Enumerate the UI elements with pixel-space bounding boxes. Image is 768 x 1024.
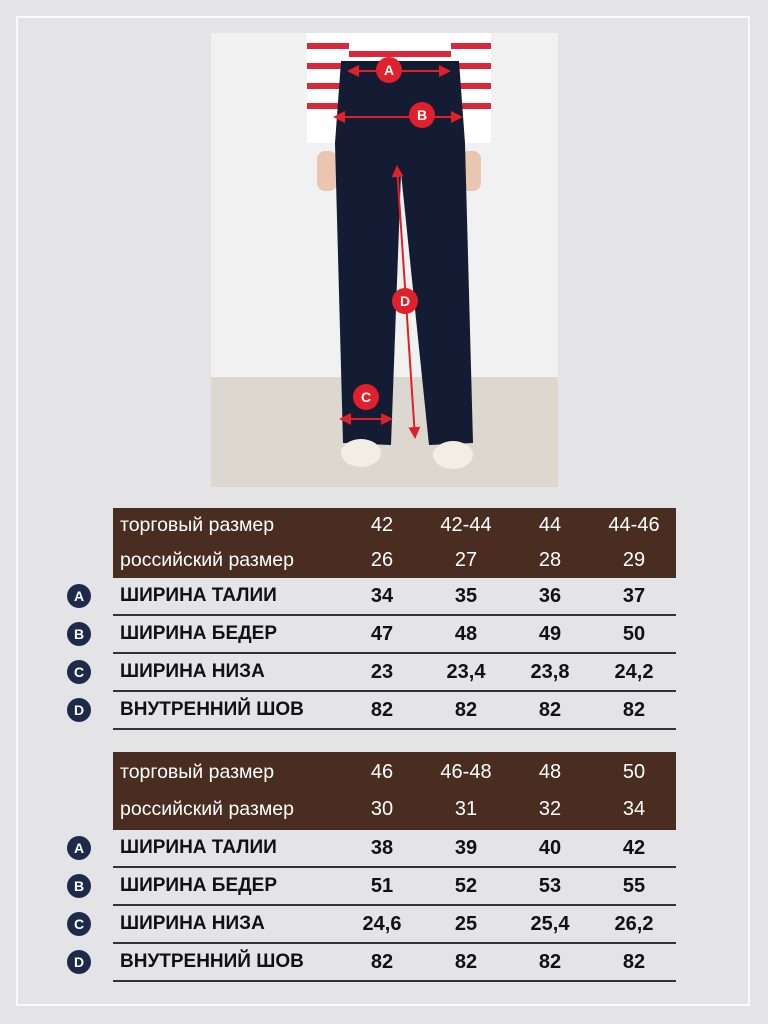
table-row: B ШИРИНА БЕДЕР 47 48 49 50 (67, 616, 676, 654)
marker-a: A (384, 62, 394, 78)
cell: 49 (538, 622, 562, 645)
cell: 39 (454, 836, 478, 859)
table-row: C ШИРИНА НИЗА 23 23,4 23,8 24,2 (67, 654, 676, 692)
cell: 30 (370, 798, 394, 820)
badge-icon: C (67, 912, 91, 936)
cell: 82 (370, 698, 394, 721)
cell: 53 (538, 874, 562, 897)
cell: 27 (454, 549, 478, 571)
cell: 47 (370, 622, 394, 645)
cell: 42-44 (440, 514, 492, 536)
table-row: C ШИРИНА НИЗА 24,6 25 25,4 26,2 (67, 906, 676, 944)
badge-icon: B (67, 874, 91, 898)
cell: 40 (538, 836, 562, 859)
table-row: D ВНУТРЕННИЙ ШОВ 82 82 82 82 (67, 944, 676, 982)
cell: 44-46 (608, 514, 660, 536)
model-photo: A B C D (211, 33, 558, 487)
size-table-2: торговый размер 46 46-48 48 50 российски… (67, 752, 676, 982)
cell: 82 (538, 698, 562, 721)
cell: 36 (538, 584, 562, 607)
cell: 50 (622, 622, 646, 645)
badge-icon: D (67, 698, 91, 722)
row-label: российский размер (120, 798, 294, 820)
cell: 82 (622, 950, 646, 973)
row-label: ШИРИНА ТАЛИИ (120, 837, 277, 858)
cell: 82 (538, 950, 562, 973)
row-label: ВНУТРЕННИЙ ШОВ (120, 951, 304, 972)
cell: 26 (370, 549, 394, 571)
cell: 82 (454, 698, 478, 721)
marker-d: D (400, 293, 410, 309)
cell: 37 (622, 584, 646, 607)
cell: 23,8 (530, 660, 570, 683)
table-header: торговый размер 46 46-48 48 50 российски… (113, 752, 676, 830)
page-frame (16, 16, 750, 1006)
row-label: ВНУТРЕННИЙ ШОВ (120, 699, 304, 720)
cell: 82 (454, 950, 478, 973)
cell: 34 (622, 798, 646, 820)
table-row: B ШИРИНА БЕДЕР 51 52 53 55 (67, 868, 676, 906)
cell: 46-48 (440, 761, 492, 783)
cell: 82 (370, 950, 394, 973)
header-row: торговый размер 46 46-48 48 50 (113, 754, 676, 791)
row-label: ШИРИНА НИЗА (120, 661, 265, 682)
cell: 48 (538, 761, 562, 783)
cell: 52 (454, 874, 478, 897)
table-body: A ШИРИНА ТАЛИИ 34 35 36 37 B ШИРИНА БЕДЕР 47 48 4… (67, 578, 676, 730)
table-body: A ШИРИНА ТАЛИИ 38 39 40 42 B ШИРИНА БЕДЕР 51 52 5… (67, 830, 676, 982)
marker-c: C (361, 389, 371, 405)
cell: 31 (454, 798, 478, 820)
badge-icon: C (67, 660, 91, 684)
cell: 24,6 (362, 912, 402, 935)
cell: 42 (622, 836, 646, 859)
header-row: российский размер 30 31 32 34 (113, 791, 676, 828)
header-row: российский размер 26 27 28 29 (113, 543, 676, 578)
cell: 44 (538, 514, 562, 536)
table-header: торговый размер 42 42-44 44 44-46 россий… (113, 508, 676, 578)
cell: 38 (370, 836, 394, 859)
cell: 51 (370, 874, 394, 897)
cell: 24,2 (614, 660, 654, 683)
row-label: российский размер (120, 549, 294, 571)
cell: 46 (370, 761, 394, 783)
cell: 34 (370, 584, 394, 607)
cell: 25 (454, 912, 478, 935)
badge-icon: B (67, 622, 91, 646)
cell: 50 (622, 761, 646, 783)
cell: 35 (454, 584, 478, 607)
cell: 42 (370, 514, 394, 536)
cell: 29 (622, 549, 646, 571)
cell: 82 (622, 698, 646, 721)
cell: 23,4 (446, 660, 486, 683)
table-row: A ШИРИНА ТАЛИИ 38 39 40 42 (67, 830, 676, 868)
table-row: A ШИРИНА ТАЛИИ 34 35 36 37 (67, 578, 676, 616)
badge-icon: A (67, 584, 91, 608)
row-label: торговый размер (120, 514, 275, 536)
row-label: ШИРИНА БЕДЕР (120, 623, 278, 644)
badge-icon: D (67, 950, 91, 974)
cell: 25,4 (530, 912, 570, 935)
cell: 55 (622, 874, 646, 897)
row-label: ШИРИНА ТАЛИИ (120, 585, 277, 606)
measure-markers (353, 57, 435, 410)
jeans (335, 61, 473, 445)
cell: 26,2 (614, 912, 654, 935)
header-row: торговый размер 42 42-44 44 44-46 (113, 508, 676, 543)
cell: 48 (454, 622, 478, 645)
cell: 28 (538, 549, 562, 571)
badge-icon: A (67, 836, 91, 860)
row-label: ШИРИНА НИЗА (120, 913, 265, 934)
row-label: ШИРИНА БЕДЕР (120, 875, 278, 896)
size-table-1: торговый размер 42 42-44 44 44-46 россий… (67, 508, 676, 730)
cell: 32 (538, 798, 562, 820)
marker-b: B (417, 107, 427, 123)
row-label: торговый размер (120, 761, 275, 783)
table-row: D ВНУТРЕННИЙ ШОВ 82 82 82 82 (67, 692, 676, 730)
cell: 23 (370, 660, 394, 683)
